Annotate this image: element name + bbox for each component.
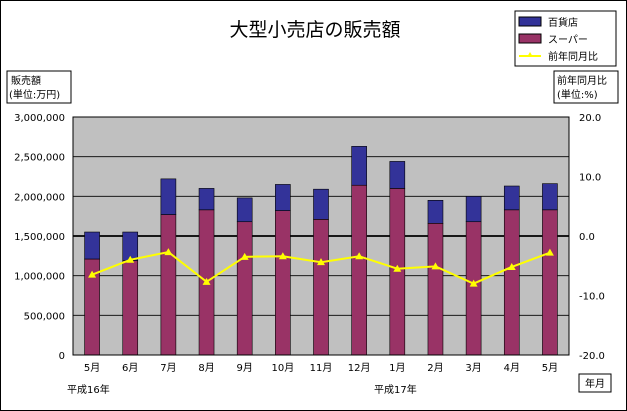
yoy-point bbox=[393, 264, 402, 272]
bar-department-store bbox=[275, 184, 291, 211]
plot-border bbox=[72, 116, 570, 356]
bar-supermarket bbox=[465, 221, 482, 356]
bar-department-store bbox=[389, 161, 406, 189]
legend-swatch-supermarket bbox=[518, 33, 542, 44]
yoy-point bbox=[431, 262, 440, 270]
legend-label-yoy: 前年同月比 bbox=[548, 50, 598, 63]
x-tick-label: 2月 bbox=[427, 362, 443, 374]
y-tick-label: 2,000,000 bbox=[14, 192, 65, 203]
right-axis-label-line1: 前年同月比 bbox=[557, 74, 607, 87]
x-axis-label: 年月 bbox=[585, 377, 605, 390]
right-axis-label-line2: (単位:%) bbox=[557, 88, 598, 101]
y-tick-label: 1,500,000 bbox=[14, 232, 65, 243]
left-axis-label: 販売額 (単位:万円) bbox=[6, 70, 72, 104]
bar-supermarket bbox=[275, 210, 291, 356]
yoy-line bbox=[88, 248, 554, 287]
yoy-point bbox=[126, 255, 135, 263]
bar-supermarket bbox=[503, 209, 520, 356]
left-tick-labels: 0 500,000 1,000,000 1,500,000 2,000,000 2,500… bbox=[14, 113, 65, 362]
x-tick-label: 10月 bbox=[271, 362, 294, 374]
legend-label-department-store: 百貨店 bbox=[548, 16, 578, 29]
yoy-point bbox=[469, 279, 478, 287]
y-tick-label: 1,000,000 bbox=[14, 272, 65, 283]
era-label-h17: 平成17年 bbox=[374, 383, 417, 396]
bar-department-store bbox=[236, 197, 253, 223]
yoy-point bbox=[278, 252, 287, 260]
x-tick-labels: 5月 6月 7月 8月 9月 10月 11月 12月 1月 2月 3月 4月 5月 bbox=[84, 362, 558, 374]
x-tick-label: 1月 bbox=[389, 362, 405, 374]
legend-label-supermarket: スーパー bbox=[548, 34, 588, 46]
legend-marker-yoy bbox=[527, 52, 533, 57]
yoy-point bbox=[202, 277, 211, 285]
y-tick-label: 3,000,000 bbox=[14, 113, 65, 124]
y2-tick-label: -10.0 bbox=[579, 292, 605, 303]
x-tick-label: 8月 bbox=[198, 362, 214, 374]
yoy-point bbox=[240, 252, 249, 260]
x-tick-label: 6月 bbox=[122, 362, 138, 374]
bar-department-store bbox=[465, 196, 482, 223]
right-axis-label: 前年同月比 (単位:%) bbox=[553, 70, 619, 104]
y2-tick-label: 10.0 bbox=[579, 173, 601, 184]
bar-supermarket bbox=[351, 184, 367, 356]
y2-tick-label: -20.0 bbox=[579, 351, 605, 362]
yoy-point bbox=[355, 252, 364, 260]
x-tick-label: 4月 bbox=[504, 362, 520, 374]
legend-swatch-department-store bbox=[518, 16, 542, 27]
x-tick-label: 9月 bbox=[237, 362, 253, 374]
yoy-point bbox=[317, 258, 325, 266]
right-axis-label-box bbox=[553, 70, 619, 104]
bar-department-store bbox=[198, 188, 215, 211]
y-tick-label: 2,500,000 bbox=[14, 153, 65, 164]
bar-department-store bbox=[313, 188, 329, 220]
yoy-point bbox=[88, 270, 97, 278]
left-axis-label-line1: 販売額 bbox=[11, 74, 41, 87]
bar-supermarket bbox=[122, 260, 139, 356]
x-tick-label: 3月 bbox=[465, 362, 481, 374]
y2-tick-label: 0.0 bbox=[579, 232, 595, 243]
bar-supermarket bbox=[542, 209, 558, 356]
chart-title: 大型小売店の販売額 bbox=[229, 19, 400, 41]
y-tick-label: 0 bbox=[59, 351, 65, 362]
bar-supermarket bbox=[236, 221, 253, 356]
x-tick-label: 7月 bbox=[160, 362, 176, 374]
x-tick-label: 12月 bbox=[348, 362, 371, 374]
bar-department-store bbox=[351, 146, 367, 186]
yoy-point bbox=[507, 262, 516, 270]
left-axis-label-line2: (単位:万円) bbox=[9, 88, 60, 101]
yoy-point bbox=[545, 248, 554, 256]
x-axis-label-box bbox=[578, 373, 612, 393]
bar-department-store bbox=[160, 178, 177, 215]
x-tick-label: 11月 bbox=[310, 362, 333, 374]
bar-supermarket bbox=[160, 214, 177, 356]
right-tick-labels: 20.0 10.0 0.0 -10.0 -20.0 bbox=[579, 113, 605, 362]
bar-supermarket bbox=[313, 219, 329, 356]
y-tick-label: 500,000 bbox=[24, 311, 65, 322]
left-axis-label-box bbox=[6, 70, 72, 104]
legend: 百貨店 スーパー 前年同月比 bbox=[514, 10, 617, 67]
x-axis-label: 年月 bbox=[578, 373, 612, 393]
x-tick-label: 5月 bbox=[542, 362, 558, 374]
bar-supermarket bbox=[427, 223, 444, 356]
bar-department-store bbox=[542, 183, 558, 211]
bars bbox=[84, 146, 558, 356]
era-label-h16: 平成16年 bbox=[67, 383, 110, 396]
yoy-point bbox=[164, 248, 173, 256]
y2-tick-label: 20.0 bbox=[579, 113, 601, 124]
bar-department-store bbox=[503, 185, 520, 211]
bar-department-store bbox=[84, 231, 100, 260]
bar-department-store bbox=[427, 200, 444, 224]
x-tick-label: 5月 bbox=[84, 362, 100, 374]
